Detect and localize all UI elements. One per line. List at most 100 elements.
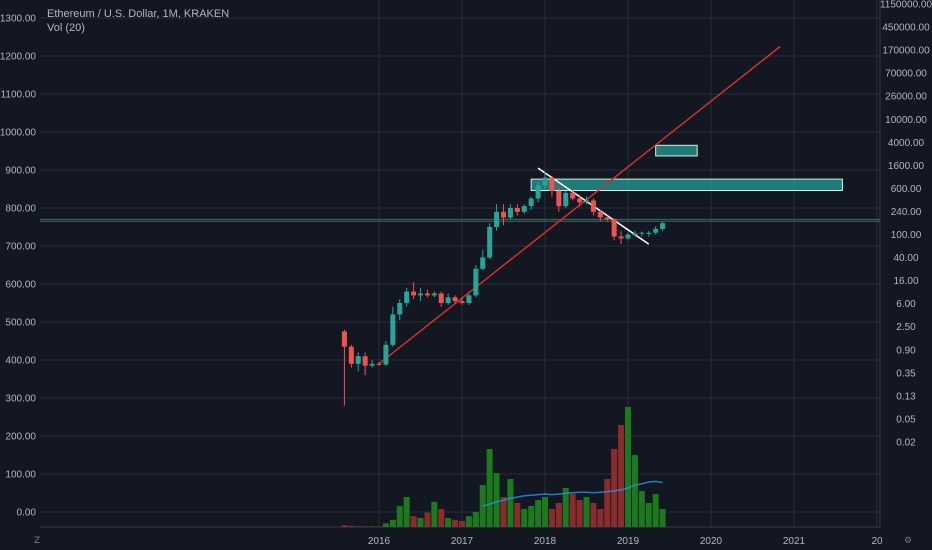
right-axis-tick-label: 170000.00 (882, 46, 930, 57)
right-axis-tick-label: 450000.00 (882, 23, 930, 34)
candle-body (632, 233, 638, 236)
volume-bar (611, 449, 618, 527)
right-axis-tick-label: 1150000.00 (880, 0, 932, 11)
symbol-title[interactable]: Ethereum / U.S. Dollar, 1M, KRAKEN (47, 8, 230, 20)
left-axis-tick-label: 900.00 (5, 166, 36, 177)
volume-bar (389, 519, 396, 527)
volume-bar (576, 500, 583, 527)
candle-body (514, 208, 520, 212)
volume-bar (341, 525, 348, 527)
candle-body (424, 293, 430, 296)
right-axis-tick-label: 0.35 (896, 368, 916, 379)
candle-body (390, 314, 396, 345)
candle-body (604, 217, 610, 220)
left-axis-tick-label: 600.00 (5, 280, 36, 291)
left-axis-tick-label: 1300.00 (0, 14, 36, 25)
candle-body (411, 291, 417, 296)
right-axis-tick-label: 600.00 (891, 184, 922, 195)
left-axis-tick-label: 0.00 (17, 508, 37, 519)
candle-body (466, 295, 472, 303)
candle-body (438, 293, 444, 303)
candle-body (348, 346, 354, 364)
chart-legend: Ethereum / U.S. Dollar, 1M, KRAKEN Vol (… (47, 7, 229, 35)
volume-bar (486, 449, 493, 527)
volume-indicator-label[interactable]: Vol (20) (47, 22, 85, 34)
x-axis-tick-label: 20 (871, 536, 883, 547)
candle-body (577, 198, 583, 203)
candle-body (431, 293, 437, 296)
x-axis-tick-label: 2018 (534, 536, 557, 547)
volume-bar (410, 516, 417, 527)
right-axis-tick-label: 70000.00 (885, 69, 927, 80)
left-axis-tick-label: 800.00 (5, 204, 36, 215)
x-axis-tick-label: 2016 (368, 536, 391, 547)
resistance-zone (530, 178, 843, 192)
volume-bar (348, 525, 355, 527)
candle-body (611, 219, 617, 237)
candle-body (660, 223, 666, 229)
candle-body (341, 331, 347, 347)
volume-bar (445, 518, 452, 527)
timezone-z-icon[interactable]: Z (33, 536, 41, 546)
right-axis-tick-label: 16.00 (893, 276, 918, 287)
left-axis-tick-label: 300.00 (5, 394, 36, 405)
right-axis-tick-label: 26000.00 (885, 92, 927, 103)
volume-bar (597, 509, 604, 527)
volume-bar (514, 503, 521, 527)
volume-bar (638, 491, 645, 527)
volume-bar (382, 523, 389, 527)
candle-body (584, 200, 589, 203)
gear-icon[interactable]: ⚙ (903, 536, 913, 546)
volume-bar (465, 516, 472, 527)
candle-body (549, 177, 555, 191)
time-axis[interactable]: 2016 2017 2018 2019 2020 2021 20 (368, 536, 883, 547)
volume-ma-line (482, 480, 663, 507)
x-axis-tick-label: 2019 (617, 536, 640, 547)
volume-bar (417, 518, 424, 527)
volume-bar (562, 488, 569, 527)
candle-body (362, 356, 368, 366)
x-axis-tick-label: 2017 (451, 536, 474, 547)
volume-bar (652, 494, 659, 527)
volume-bars (341, 407, 666, 527)
volume-bar (459, 521, 465, 527)
right-axis-tick-label: 40.00 (893, 253, 918, 264)
resistance-zone (655, 144, 698, 157)
volume-bar (438, 509, 445, 527)
left-axis-tick-label: 200.00 (5, 432, 36, 443)
right-axis-tick-label: 2.50 (896, 322, 916, 333)
left-axis-tick-label: 1100.00 (1, 90, 37, 101)
candle-body (618, 236, 624, 239)
candle-body (418, 293, 423, 296)
left-axis-tick-label: 400.00 (5, 356, 36, 367)
volume-bar (618, 425, 625, 527)
x-axis-tick-label: 2021 (783, 536, 806, 547)
x-axis-tick-label: 2020 (700, 536, 723, 547)
right-axis-tick-label: 1600.00 (888, 161, 925, 172)
volume-bar (659, 509, 666, 527)
candle-body (445, 297, 451, 303)
right-axis-tick-label: 10000.00 (885, 115, 927, 126)
candle-body (355, 356, 361, 364)
grid-lines (40, 0, 881, 528)
volume-bar (631, 455, 638, 527)
volume-bar (362, 526, 369, 527)
right-log-axis[interactable]: 1150000.00 450000.00 170000.00 70000.00 2600… (880, 0, 932, 448)
candle-body (556, 190, 562, 207)
candle-body (653, 228, 659, 233)
candle-body (597, 211, 603, 218)
volume-bar (369, 526, 376, 527)
candle-body (397, 303, 403, 315)
candle-body (376, 363, 382, 365)
left-price-axis[interactable]: 1300.00 1200.00 1100.00 1000.00 900.00 800.00… (0, 14, 36, 519)
candle-body (535, 185, 541, 199)
candle-body (473, 268, 479, 296)
candle-body (625, 234, 631, 239)
volume-bar (590, 503, 597, 527)
candle-body (480, 257, 486, 269)
right-axis-tick-label: 4000.00 (888, 138, 925, 149)
candle-body (369, 363, 375, 366)
left-axis-tick-label: 1000.00 (0, 128, 36, 139)
volume-bar (625, 407, 631, 527)
